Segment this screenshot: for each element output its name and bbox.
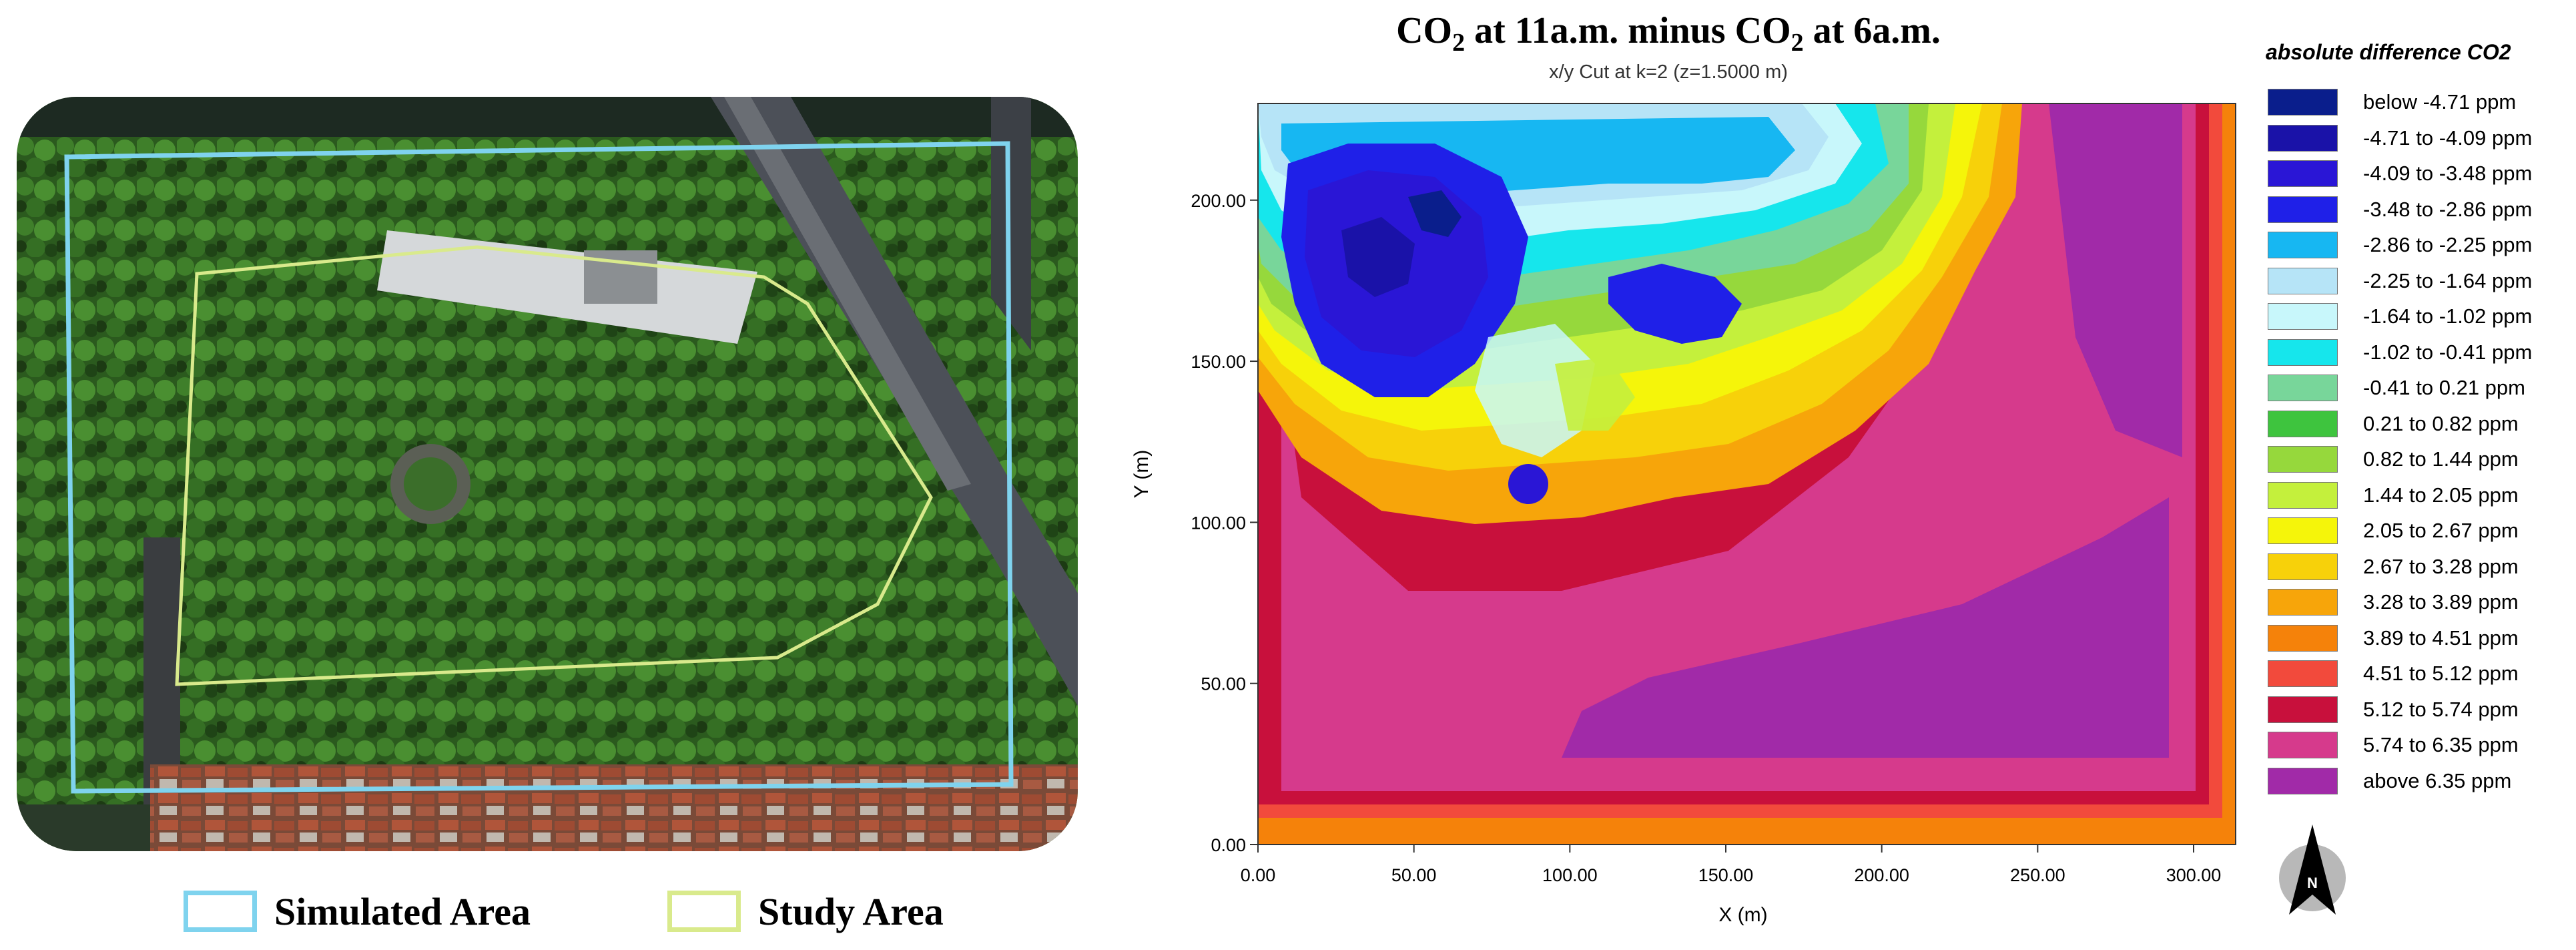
legend-label: Simulated Area — [274, 889, 531, 933]
legend-swatch — [184, 891, 257, 932]
figure-title: CO2 at 11a.m. minus CO2 at 6a.m. — [1396, 10, 1941, 57]
legend-label: -1.64 to -1.02 ppm — [2363, 304, 2533, 328]
legend-row: -0.41 to 0.21 ppm — [2268, 375, 2525, 401]
contour-plot: 0.00 50.00 100.00 150.00 200.00 250.00 300.00 … — [1128, 83, 2262, 931]
x-axis: 0.00 50.00 100.00 150.00 200.00 250.00 300.00 — [1241, 845, 2222, 885]
legend-swatch — [2268, 232, 2338, 258]
legend-row: -2.86 to -2.25 ppm — [2268, 232, 2532, 258]
legend-swatch — [2268, 89, 2338, 115]
contour-plot-svg: 0.00 50.00 100.00 150.00 200.00 250.00 300.00 … — [1131, 103, 2236, 926]
legend-swatch — [2268, 267, 2338, 294]
legend-row: -3.48 to -2.86 ppm — [2268, 196, 2532, 223]
y-axis-label: Y (m) — [1131, 450, 1153, 499]
legend-title: absolute difference CO2 — [2266, 40, 2511, 64]
legend-label: below -4.71 ppm — [2363, 90, 2517, 113]
legend-row: above 6.35 ppm — [2268, 767, 2512, 794]
legend-swatch — [2268, 481, 2338, 509]
legend-swatch — [2268, 446, 2338, 473]
legend-label: 3.89 to 4.51 ppm — [2363, 626, 2519, 650]
x-axis-label: X (m) — [1718, 904, 1767, 926]
legend-row: 0.82 to 1.44 ppm — [2268, 446, 2519, 473]
legend-label: -4.71 to -4.09 ppm — [2363, 126, 2533, 150]
legend-label: -1.02 to -0.41 ppm — [2363, 340, 2533, 364]
legend-swatch — [2268, 124, 2338, 152]
legend-label: -3.48 to -2.86 ppm — [2363, 197, 2533, 221]
legend-row: 4.51 to 5.12 ppm — [2268, 660, 2519, 687]
legend-label: 5.74 to 6.35 ppm — [2363, 733, 2519, 756]
legend-row: 2.05 to 2.67 ppm — [2268, 517, 2519, 544]
north-letter: N — [2307, 875, 2318, 891]
x-tick-label: 0.00 — [1241, 865, 1276, 885]
simulated-area-boundary — [64, 141, 1014, 794]
legend-swatch — [2268, 410, 2338, 437]
legend-row: below -4.71 ppm — [2268, 89, 2516, 115]
plot-frame — [1257, 103, 2236, 845]
legend-row: 5.12 to 5.74 ppm — [2268, 696, 2519, 723]
legend-label: 4.51 to 5.12 ppm — [2363, 662, 2519, 685]
y-tick-label: 0.00 — [1211, 835, 1246, 855]
legend-swatch — [2268, 553, 2338, 580]
x-tick-label: 100.00 — [1542, 865, 1598, 885]
legend-swatch — [2268, 660, 2338, 687]
legend-label: 1.44 to 2.05 ppm — [2363, 483, 2519, 507]
legend-swatch — [2268, 303, 2338, 330]
legend-label: 5.12 to 5.74 ppm — [2363, 697, 2519, 721]
legend-row: -2.25 to -1.64 ppm — [2268, 267, 2533, 294]
legend-row: -4.09 to -3.48 ppm — [2268, 160, 2532, 187]
legend-swatch — [2268, 624, 2338, 652]
satellite-image — [17, 97, 1078, 851]
legend-row: 1.44 to 2.05 ppm — [2268, 481, 2519, 509]
legend-swatch — [2268, 196, 2338, 223]
legend-label: 3.28 to 3.89 ppm — [2363, 590, 2519, 614]
legend-item-study-area: Study Area — [667, 885, 944, 938]
y-axis: 0.00 50.00 100.00 150.00 200.00 — [1191, 191, 1258, 855]
x-tick-label: 250.00 — [2010, 865, 2065, 885]
y-tick-label: 150.00 — [1191, 352, 1246, 372]
study-area-boundary — [175, 245, 933, 686]
left-legend: Simulated Area Study Area — [184, 885, 1051, 938]
legend-swatch — [2268, 696, 2338, 723]
legend-label: -2.25 to -1.64 ppm — [2363, 268, 2533, 292]
legend-row: 0.21 to 0.82 ppm — [2268, 410, 2519, 437]
legend-swatch — [2268, 160, 2338, 187]
legend-row: 3.28 to 3.89 ppm — [2268, 589, 2519, 616]
satellite-map — [17, 97, 1078, 851]
legend-row: -1.64 to -1.02 ppm — [2268, 303, 2532, 330]
legend-swatch — [2268, 338, 2338, 366]
legend-swatch — [667, 891, 741, 932]
legend-label: Study Area — [758, 889, 944, 933]
y-tick-label: 100.00 — [1191, 513, 1246, 533]
x-tick-label: 200.00 — [1854, 865, 1909, 885]
y-tick-label: 200.00 — [1191, 191, 1246, 211]
north-arrow-icon: N — [2276, 821, 2349, 921]
legend-label: -2.86 to -2.25 ppm — [2363, 233, 2533, 256]
x-tick-label: 50.00 — [1391, 865, 1437, 885]
legend-row: 3.89 to 4.51 ppm — [2268, 624, 2519, 652]
legend-label: 0.82 to 1.44 ppm — [2363, 447, 2519, 471]
legend-swatch — [2268, 517, 2338, 544]
contour-bands — [1258, 103, 2236, 845]
legend-label: 2.05 to 2.67 ppm — [2363, 519, 2519, 542]
legend-row: -4.71 to -4.09 ppm — [2268, 124, 2533, 152]
legend-swatch — [2268, 589, 2338, 616]
x-tick-label: 300.00 — [2166, 865, 2222, 885]
cut-label: x/y Cut at k=2 (z=1.5000 m) — [1549, 61, 1788, 83]
y-tick-label: 50.00 — [1201, 674, 1246, 694]
legend-row: 5.74 to 6.35 ppm — [2268, 732, 2519, 758]
legend-swatch — [2268, 375, 2338, 401]
legend-label: above 6.35 ppm — [2363, 768, 2512, 792]
legend-row: -1.02 to -0.41 ppm — [2268, 338, 2533, 366]
legend-row: 2.67 to 3.28 ppm — [2268, 553, 2519, 580]
x-tick-label: 150.00 — [1698, 865, 1754, 885]
legend-label: -0.41 to 0.21 ppm — [2363, 376, 2525, 399]
legend-item-simulated-area: Simulated Area — [184, 885, 531, 938]
legend-swatch — [2268, 767, 2338, 794]
legend-swatch — [2268, 732, 2338, 758]
legend-label: 0.21 to 0.82 ppm — [2363, 411, 2519, 435]
legend-label: -4.09 to -3.48 ppm — [2363, 162, 2533, 185]
legend-label: 2.67 to 3.28 ppm — [2363, 554, 2519, 578]
